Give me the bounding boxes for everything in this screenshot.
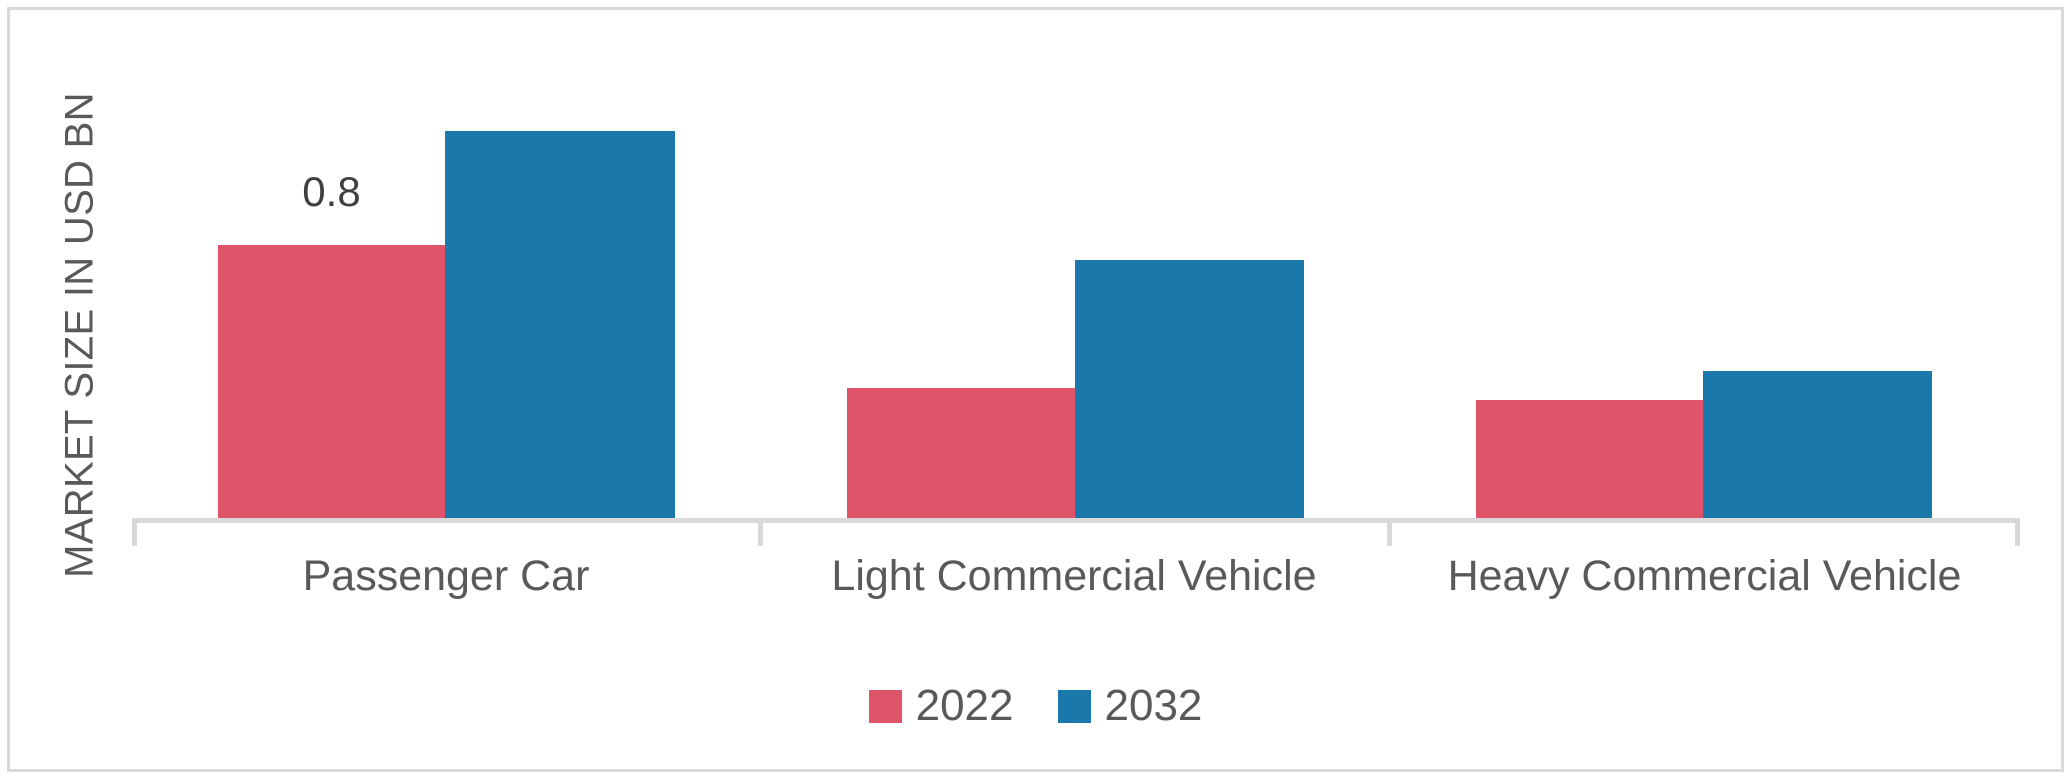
plot-area [132,30,2020,520]
bar-passenger-car-2032 [445,131,675,520]
legend-label-2022: 2022 [915,681,1014,730]
bar-passenger-car-2022 [218,245,445,520]
y-axis-title-container: MARKET SIZE IN USD BN [50,30,110,640]
x-axis-label-passenger-car: Passenger Car [302,552,590,600]
x-axis-tick-right [2015,518,2020,546]
x-axis-tick-left [132,518,137,546]
legend-swatch-2032-icon [1057,689,1091,723]
y-axis-title: MARKET SIZE IN USD BN [57,92,102,578]
bar-light-commercial-vehicle-2022 [847,388,1075,520]
data-label-passenger-car-2022: 0.8 [302,168,361,215]
legend-swatch-2022-icon [868,689,902,723]
bar-light-commercial-vehicle-2032 [1075,260,1304,520]
legend-item-2022[interactable]: 2022 [868,681,1014,730]
bar-heavy-commercial-vehicle-2022 [1476,400,1703,520]
bar-heavy-commercial-vehicle-2032 [1703,371,1932,520]
legend: 2022 2032 [0,684,2071,728]
x-axis-tick-group-1 [758,518,763,546]
x-axis-tick-group-2 [1387,518,1392,546]
x-axis-line [132,518,2020,523]
x-axis-label-light-commercial-vehicle: Light Commercial Vehicle [831,552,1317,600]
x-axis-label-heavy-commercial-vehicle: Heavy Commercial Vehicle [1447,552,1962,600]
legend-item-2032[interactable]: 2032 [1057,681,1203,730]
legend-label-2032: 2032 [1104,681,1203,730]
